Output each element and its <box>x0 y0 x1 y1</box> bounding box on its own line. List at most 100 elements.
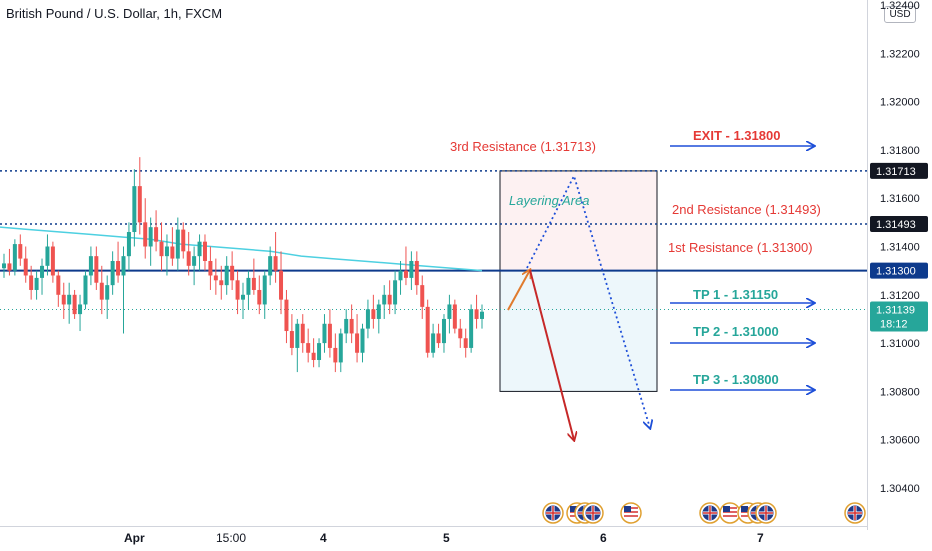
price-axis[interactable] <box>867 0 932 530</box>
candle-body <box>208 260 213 276</box>
candle-body <box>241 294 245 300</box>
candle-body <box>105 285 110 300</box>
candle-body <box>192 256 197 266</box>
candle-body <box>393 280 398 305</box>
candle-body <box>137 186 142 223</box>
candle-body <box>12 244 17 271</box>
candle-body <box>257 289 262 305</box>
level-lines <box>0 170 867 311</box>
resistance2-label: 2nd Resistance (1.31493) <box>672 202 821 217</box>
candle-body <box>295 323 300 348</box>
candle-body <box>441 318 446 344</box>
candle-body <box>431 333 436 353</box>
candle-body <box>463 338 468 348</box>
candle-body <box>436 333 441 344</box>
candle-body <box>7 263 12 271</box>
candle-body <box>344 318 349 334</box>
candle-body <box>202 241 207 261</box>
candle-body <box>474 309 479 319</box>
trade-zones <box>499 170 658 392</box>
candle-body <box>170 246 175 259</box>
candle-body <box>50 246 55 276</box>
candle-body <box>230 265 235 281</box>
entry-arrow <box>507 270 530 311</box>
exit-label: EXIT - 1.31800 <box>693 128 780 143</box>
candle-body <box>110 260 115 286</box>
candle-body <box>382 294 387 305</box>
tp2-label: TP 2 - 1.31000 <box>693 324 779 339</box>
candle-body <box>159 241 164 257</box>
annotations: 3rd Resistance (1.31713) 2nd Resistance (… <box>450 128 821 387</box>
candle-body <box>34 277 39 290</box>
target-zone <box>499 270 658 392</box>
candle-body <box>224 265 229 286</box>
candle-body <box>197 241 202 257</box>
candle-body <box>327 323 332 348</box>
candles <box>2 157 484 373</box>
currency-button[interactable]: USD <box>884 6 916 23</box>
candle-body <box>88 256 93 276</box>
candle-body <box>148 227 153 247</box>
candle-body <box>251 277 256 290</box>
candle-body <box>289 331 294 348</box>
candle-body <box>181 229 186 252</box>
resistance3-label: 3rd Resistance (1.31713) <box>450 139 596 154</box>
candle-body <box>94 256 99 283</box>
candle-body <box>116 260 121 276</box>
candle-body <box>29 275 34 290</box>
candle-body <box>409 260 414 278</box>
time-axis[interactable] <box>0 526 867 551</box>
candle-body <box>414 260 419 286</box>
candle-body <box>23 258 28 276</box>
candle-body <box>213 275 218 281</box>
candle-body <box>333 347 338 363</box>
candle-body <box>447 304 452 319</box>
candle-body <box>83 275 88 305</box>
candle-body <box>99 282 104 300</box>
candle-body <box>143 222 148 247</box>
candle-body <box>349 318 354 334</box>
candle-body <box>371 309 376 319</box>
tp3-label: TP 3 - 1.30800 <box>693 372 779 387</box>
candle-body <box>186 251 191 266</box>
resistance-zone <box>499 170 658 272</box>
candle-body <box>365 309 370 329</box>
candle-body <box>338 333 343 363</box>
drawings <box>507 146 814 440</box>
candle-body <box>420 285 425 307</box>
candle-body <box>67 294 72 305</box>
tp1-label: TP 1 - 1.31150 <box>693 287 778 302</box>
candle-body <box>279 270 284 300</box>
candle-body <box>300 323 305 344</box>
candle-body <box>273 256 278 271</box>
candle-body <box>164 246 169 257</box>
candle-body <box>425 306 430 353</box>
candle-body <box>311 352 316 361</box>
candle-body <box>246 277 251 295</box>
candle-body <box>480 311 484 319</box>
candle-body <box>355 333 360 353</box>
candle-body <box>387 294 392 305</box>
candle-body <box>78 304 83 315</box>
candle-body <box>376 304 381 319</box>
resistance1-label: 1st Resistance (1.31300) <box>668 240 813 255</box>
candle-body <box>154 227 159 242</box>
candle-body <box>40 265 45 278</box>
candle-body <box>18 244 23 259</box>
candle-body <box>132 186 137 233</box>
candle-body <box>452 304 457 329</box>
candle-body <box>322 323 327 344</box>
candle-body <box>72 294 77 315</box>
candle-body <box>268 256 273 276</box>
moving-average-line <box>0 226 483 272</box>
candle-body <box>317 343 322 361</box>
candle-body <box>61 294 66 305</box>
layering-area-label: Layering Area <box>509 193 589 208</box>
candle-body <box>360 328 365 353</box>
drop-arrow <box>529 269 574 440</box>
candle-body <box>126 232 131 257</box>
candle-body <box>2 263 6 269</box>
candle-body <box>121 256 126 276</box>
moving-average <box>0 226 483 272</box>
